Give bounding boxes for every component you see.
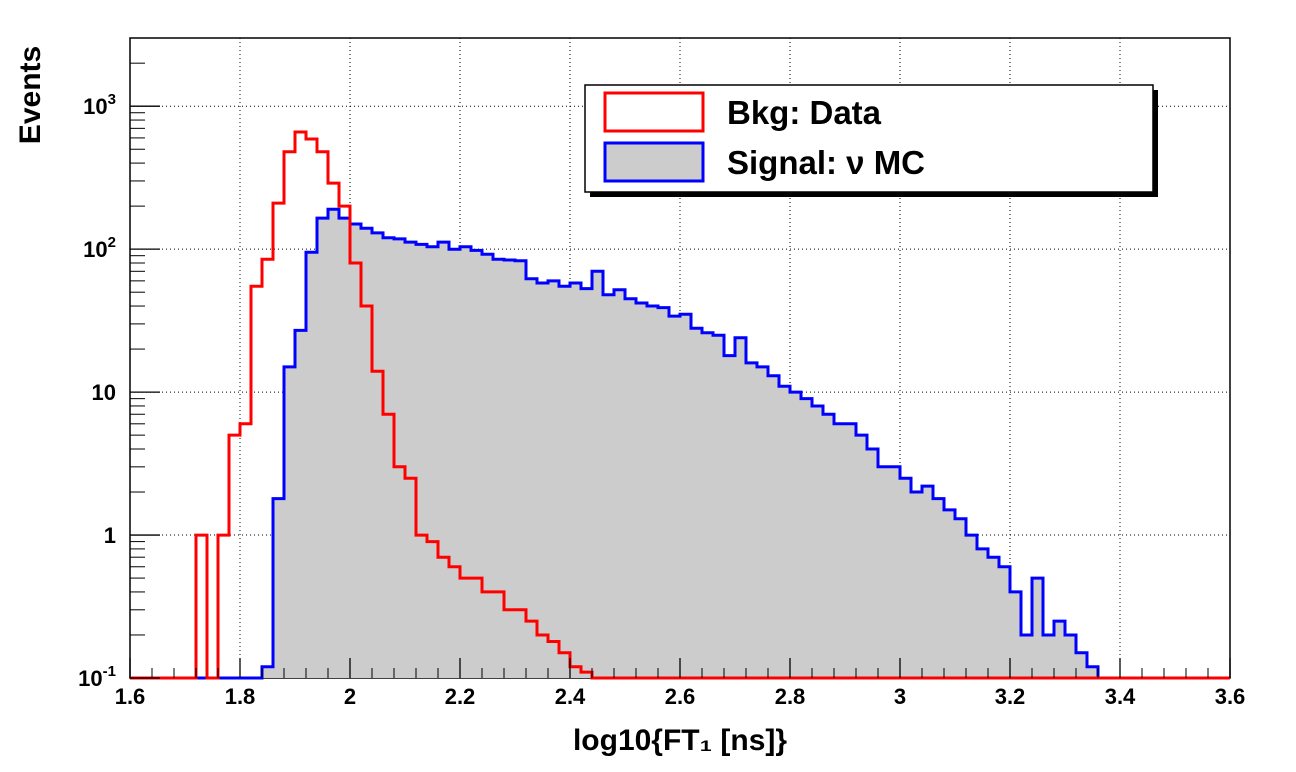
y-tick-label: 103 bbox=[83, 91, 116, 119]
legend: Bkg: Data Signal: ν MC bbox=[584, 84, 1158, 197]
y-tick-label: 10 bbox=[92, 380, 116, 405]
y-tick-exponent: 2 bbox=[108, 234, 116, 251]
legend-label: Signal: ν MC bbox=[727, 144, 925, 181]
y-tick-label: 10-1 bbox=[78, 663, 116, 691]
series-layer bbox=[130, 130, 1230, 680]
x-tick-label: 1.6 bbox=[115, 684, 146, 709]
legend-swatch bbox=[603, 141, 705, 183]
axes: 1.6 1.8 2 2.2 2.4 2.6 2.8 3 3.2 3.4 3.6 10-1 1 10 102 1… bbox=[78, 37, 1246, 709]
y-tick-label: 102 bbox=[83, 234, 116, 262]
series-fill-1 bbox=[130, 209, 1230, 679]
x-axis-title: log10{FT₁ [ns]} bbox=[573, 724, 787, 757]
x-tick-label: 2.6 bbox=[665, 684, 696, 709]
legend-swatch bbox=[603, 91, 705, 133]
series-line-0 bbox=[130, 130, 1230, 680]
x-tick-label: 2 bbox=[344, 684, 356, 709]
x-tick-label: 3.4 bbox=[1105, 684, 1136, 709]
legend-label: Bkg: Data bbox=[727, 94, 882, 131]
x-tick-label: 3.6 bbox=[1215, 684, 1246, 709]
x-tick-label: 3.2 bbox=[995, 684, 1026, 709]
x-tick-label: 1.8 bbox=[225, 684, 256, 709]
series-line-1 bbox=[130, 207, 1230, 680]
y-tick-exponent: -1 bbox=[103, 663, 116, 680]
x-tick-label: 2.4 bbox=[555, 684, 586, 709]
x-tick-label: 2.2 bbox=[445, 684, 476, 709]
y-axis-title: Events bbox=[14, 46, 47, 144]
y-tick-exponent: 3 bbox=[108, 91, 116, 108]
x-tick-label: 3 bbox=[894, 684, 906, 709]
x-tick-label: 2.8 bbox=[775, 684, 806, 709]
y-tick-label: 1 bbox=[104, 523, 116, 548]
